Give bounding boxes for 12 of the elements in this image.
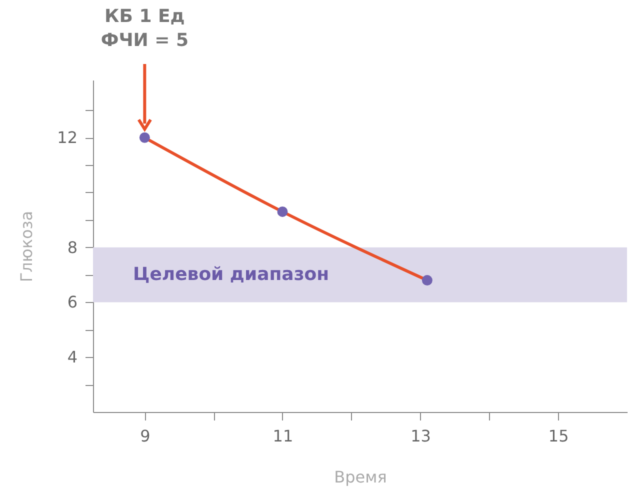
band-label: Целевой диапазон: [133, 264, 330, 285]
x-axis-title: Время: [334, 468, 387, 486]
x-tick-label: 13: [410, 426, 431, 446]
text: КБ 1 Ед ФЧИ = 5: [100, 6, 188, 51]
y-tick-label: 12: [57, 128, 78, 148]
y-tick-label: 6: [67, 292, 78, 312]
y-tick-label: 4: [67, 348, 78, 367]
x-tick-label: 15: [548, 426, 569, 446]
x-tick-label: 11: [272, 426, 294, 446]
x-tick-label: 9: [140, 426, 150, 446]
y-tick-label: 8: [67, 238, 78, 257]
y-axis-title: Глюкоза: [17, 210, 36, 282]
